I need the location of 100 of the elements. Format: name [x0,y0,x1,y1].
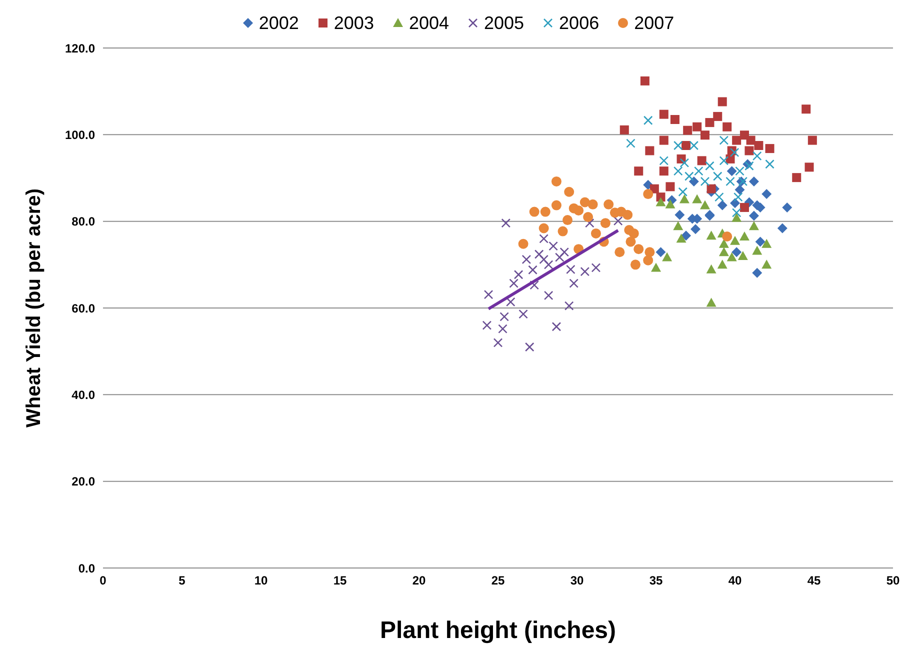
point [692,122,702,132]
point [700,200,710,210]
point [718,238,729,248]
point [752,246,762,255]
point [482,320,492,330]
point [659,166,668,176]
point [564,301,574,310]
point [762,238,772,248]
point [522,254,532,264]
point [706,184,716,194]
point [782,202,792,212]
point [739,232,750,240]
point [643,116,653,126]
point [552,322,562,332]
point [738,251,748,260]
point [666,182,675,192]
point [722,122,732,132]
point [755,236,766,247]
point [674,210,685,220]
point [689,140,699,150]
point [645,146,654,156]
point [670,115,680,124]
point [680,158,690,168]
point [694,166,704,176]
point [544,290,554,300]
x-tick-label: 40 [728,574,742,588]
point [748,176,759,186]
point [792,173,802,182]
point [735,166,744,176]
point [600,218,610,228]
point [732,212,742,222]
point [590,228,601,238]
point [584,218,594,228]
point [558,226,568,236]
point [730,236,740,245]
point [665,199,676,208]
point [804,162,814,172]
point [614,247,625,258]
point [754,141,764,150]
point [683,126,692,135]
point [514,270,524,280]
point [726,166,737,176]
point [509,278,518,288]
point [493,338,503,348]
point [688,176,699,186]
point [640,76,650,86]
point [802,104,811,114]
point [613,216,623,226]
point [630,260,640,270]
x-tick-label: 15 [333,574,347,588]
y-tick-label: 100.0 [64,128,96,142]
point [719,136,729,145]
point [676,234,686,243]
point [726,176,735,186]
point [591,263,601,272]
point [678,187,688,197]
point [765,144,774,154]
point [673,221,684,230]
point [656,197,666,206]
point [706,264,716,274]
y-tick-label: 120.0 [64,41,96,56]
legend-label: 2005 [484,12,524,34]
point [580,266,590,276]
point [484,290,494,300]
x-tick-label: 25 [491,574,505,588]
point [748,210,759,221]
point [622,210,633,220]
point [706,298,716,307]
point [529,206,540,217]
point [684,172,694,181]
point [700,176,710,186]
point [564,186,574,197]
x-tick-label: 20 [412,574,426,588]
point [717,260,728,269]
point [681,230,692,241]
point [752,268,762,278]
legend-label: 2007 [634,12,674,34]
point [690,224,700,234]
point [560,247,570,257]
point [551,200,562,210]
x-tick-label: 35 [649,574,663,588]
x-tick-label: 50 [886,574,900,588]
point [762,260,772,269]
point [604,199,614,210]
point [673,140,683,150]
x-tick-label: 5 [178,574,186,588]
point [518,309,528,319]
point [717,200,728,210]
legend-label: 2004 [408,12,449,34]
point [548,241,558,251]
point [528,265,538,275]
point [500,312,509,322]
point [726,252,737,262]
x-tick-label: 0 [100,574,107,588]
point [574,206,584,216]
point [569,278,578,288]
point [722,232,732,242]
point [705,161,714,171]
point [692,194,702,204]
point [730,148,740,158]
